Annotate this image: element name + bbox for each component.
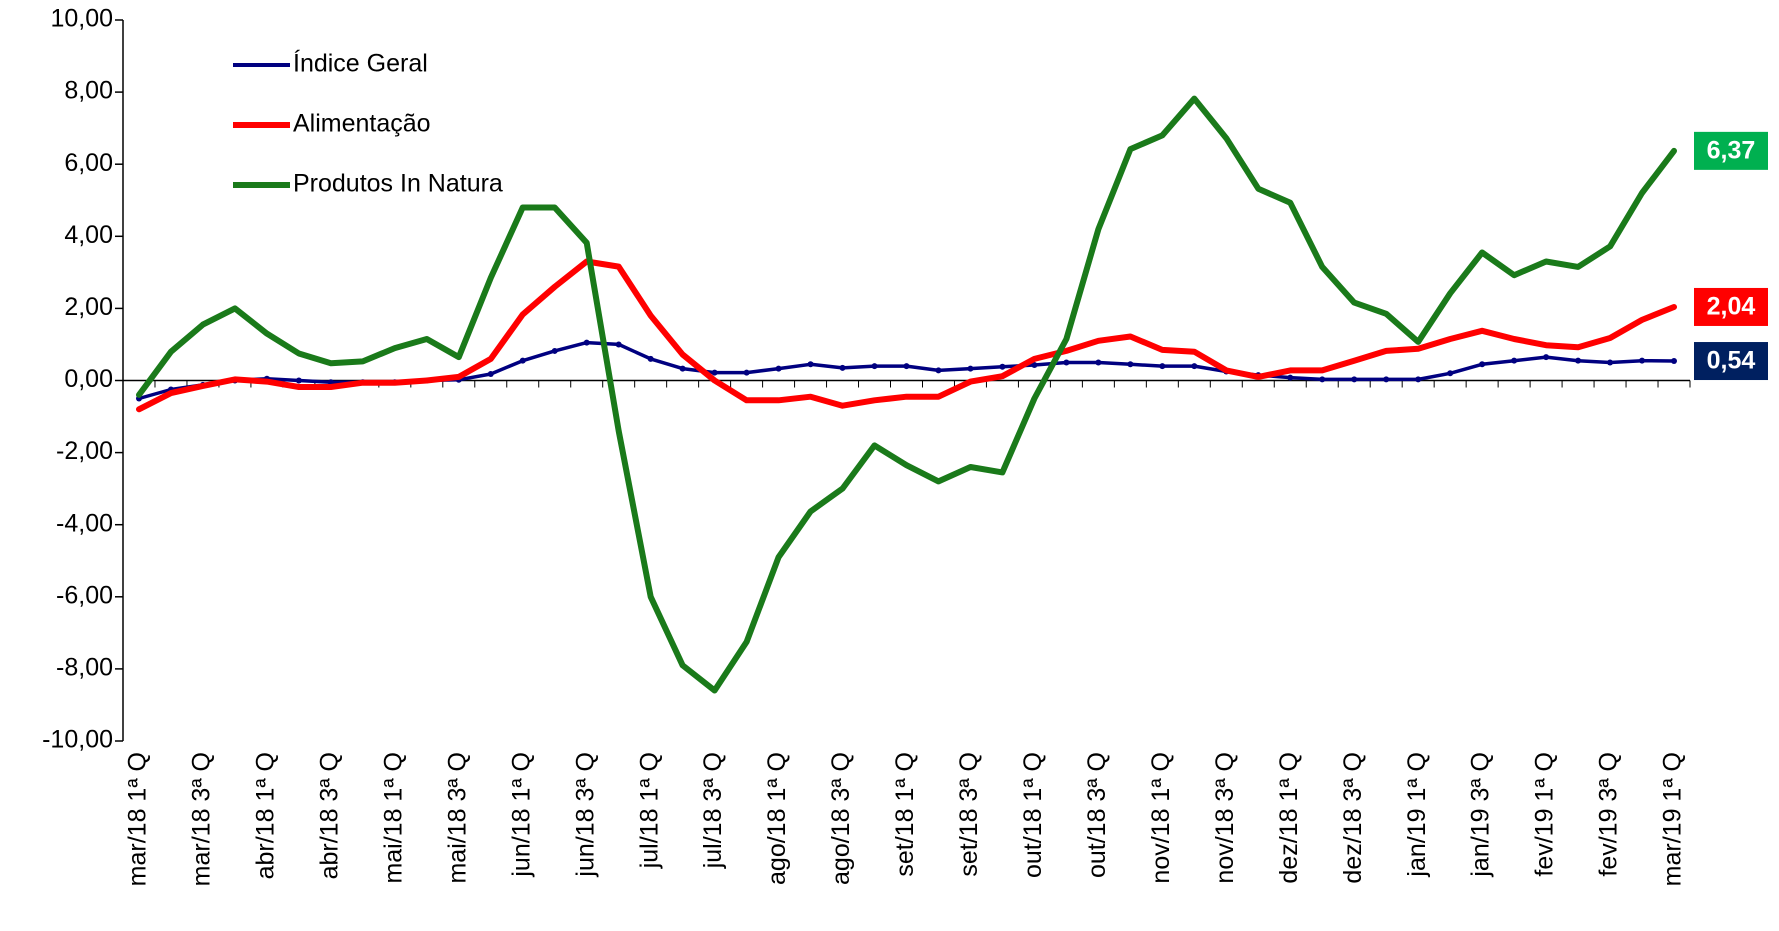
x-tick-label: jun/18 3ª Q: [571, 752, 599, 878]
data-label-text: 6,37: [1707, 136, 1756, 164]
series-marker: [743, 369, 750, 376]
series-marker: [839, 364, 846, 371]
x-tick-label: out/18 3ª Q: [1083, 752, 1111, 878]
x-tick-label: ago/18 1ª Q: [763, 752, 791, 885]
x-tick-label: set/18 3ª Q: [955, 752, 983, 877]
series-line: [136, 95, 1677, 694]
x-tick-label: fev/19 1ª Q: [1531, 752, 1559, 877]
series-marker: [519, 357, 526, 364]
series-marker: [615, 341, 622, 348]
series-marker: [1383, 376, 1390, 383]
x-tick-label: ago/18 3ª Q: [827, 752, 855, 885]
series-marker: [679, 365, 686, 372]
y-tick-label: 10,00: [50, 5, 113, 33]
y-tick-label: 6,00: [64, 149, 113, 177]
legend-label: Índice Geral: [293, 49, 428, 78]
series-line: [136, 258, 1677, 413]
series-marker: [1511, 357, 1518, 364]
data-label: 6,37: [1694, 131, 1768, 170]
series-marker: [1447, 370, 1454, 377]
series-marker: [1031, 361, 1038, 368]
series-marker: [711, 369, 718, 376]
x-tick-label: nov/18 1ª Q: [1147, 752, 1175, 884]
series-marker: [903, 363, 910, 370]
data-label-text: 0,54: [1707, 347, 1756, 375]
x-tick-label: jun/18 1ª Q: [507, 752, 535, 878]
data-label: 0,54: [1694, 342, 1768, 381]
y-tick-label: -6,00: [56, 581, 113, 609]
series-marker: [1607, 359, 1614, 366]
y-tick-label: 0,00: [64, 365, 113, 393]
series-marker: [1319, 376, 1326, 383]
series-marker: [1063, 359, 1070, 366]
x-tick-label: mai/18 1ª Q: [379, 752, 407, 884]
series-marker: [871, 363, 878, 370]
series-marker: [295, 377, 302, 384]
series-marker: [1351, 376, 1358, 383]
series-marker: [1095, 359, 1102, 366]
series-marker: [1415, 376, 1422, 383]
series-marker: [1191, 363, 1198, 370]
legend-label: Alimentação: [293, 110, 431, 138]
x-tick-label: mai/18 3ª Q: [443, 752, 471, 884]
series-marker: [551, 347, 558, 354]
x-tick-label: mar/19 1ª Q: [1659, 752, 1687, 886]
series-marker: [1479, 361, 1486, 368]
x-tick-label: dez/18 3ª Q: [1339, 752, 1367, 884]
y-tick-label: -2,00: [56, 437, 113, 465]
series-line: [137, 340, 1676, 401]
x-tick-label: mar/18 3ª Q: [188, 752, 216, 886]
x-tick-label: fev/19 3ª Q: [1595, 752, 1623, 877]
y-tick-label: -10,00: [42, 726, 113, 754]
series-marker: [1287, 374, 1294, 381]
series-marker: [1543, 354, 1550, 361]
series-marker: [1127, 361, 1134, 368]
data-label: 2,04: [1694, 287, 1768, 326]
data-label-box: [1694, 131, 1768, 170]
x-tick-label: mar/18 1ª Q: [124, 752, 152, 886]
y-tick-label: 4,00: [64, 221, 113, 249]
x-tick-label: dez/18 1ª Q: [1275, 752, 1303, 884]
series-marker: [487, 371, 494, 378]
x-tick-label: abr/18 1ª Q: [252, 752, 280, 879]
y-tick-label: 2,00: [64, 293, 113, 321]
x-tick-label: jan/19 1ª Q: [1403, 752, 1431, 878]
x-tick-label: abr/18 3ª Q: [315, 752, 343, 879]
data-label-text: 2,04: [1707, 293, 1756, 321]
series-marker: [1639, 357, 1646, 364]
series-marker: [1671, 358, 1678, 365]
series-marker: [583, 339, 590, 346]
y-tick-label: -8,00: [56, 654, 113, 682]
x-tick-label: out/18 1ª Q: [1019, 752, 1047, 878]
x-tick-label: jul/18 3ª Q: [699, 752, 727, 869]
series-marker: [935, 367, 942, 374]
data-label-box: [1694, 287, 1768, 326]
series-marker: [775, 365, 782, 372]
series-marker: [1575, 357, 1582, 364]
data-label-box: [1694, 342, 1768, 381]
x-tick-label: jul/18 1ª Q: [635, 752, 663, 869]
x-tick-label: set/18 1ª Q: [891, 752, 919, 877]
y-tick-label: -4,00: [56, 509, 113, 537]
x-tick-label: jan/19 3ª Q: [1467, 752, 1495, 878]
series-marker: [999, 363, 1006, 370]
legend-label: Produtos In Natura: [293, 170, 503, 198]
x-tick-label: nov/18 3ª Q: [1211, 752, 1239, 884]
series-marker: [967, 365, 974, 372]
y-tick-label: 8,00: [64, 77, 113, 105]
series-marker: [1159, 363, 1166, 370]
series-marker: [807, 361, 814, 368]
series-marker: [647, 355, 654, 362]
